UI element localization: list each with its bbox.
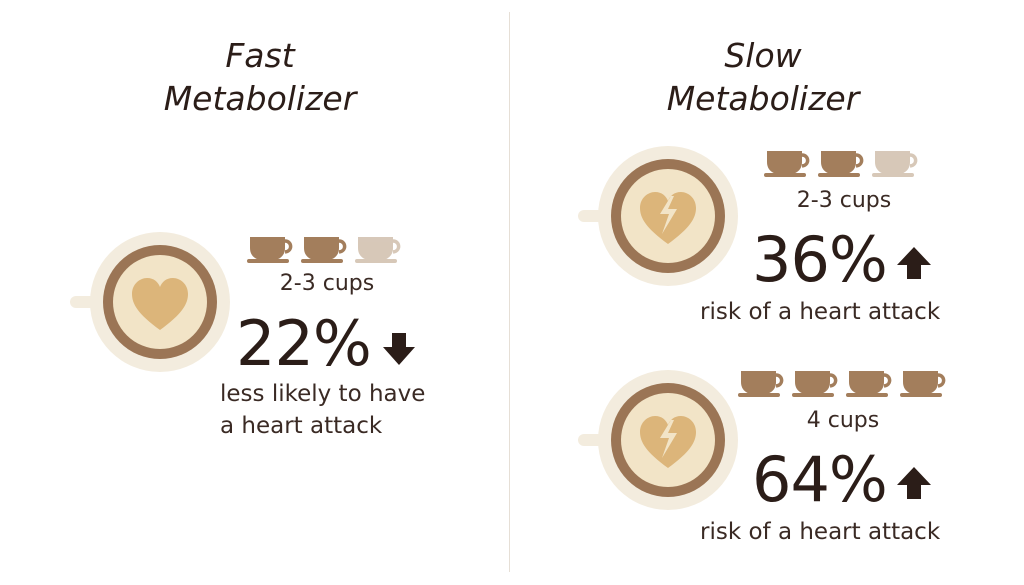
cup-icon-filled [247,237,293,263]
slow-stat-1: 36% [752,229,933,291]
column-divider [509,12,510,572]
fast-percent: 22% [236,307,372,380]
cup-icon-filled [818,151,864,177]
slow-caption-1: risk of a heart attack [700,299,941,325]
up-arrow-icon [895,245,933,281]
slow-stat-2: 64% [752,449,933,511]
cup-icon-filled [301,237,347,263]
slow-cups-label-2: 4 cups [806,408,880,433]
slow-percent-2: 64% [752,443,888,516]
fast-cup-row [247,234,403,264]
cup-icon-empty [872,151,918,177]
fast-caption-line1: less likely to have [220,381,426,407]
fast-title: Fast Metabolizer [130,34,390,120]
cup-icon-filled [846,371,892,397]
slow-coffee-cup-illustration [576,146,740,290]
slow-title: Slow Metabolizer [633,34,893,120]
cup-icon-filled [900,371,946,397]
slow-coffee-cup-illustration-2 [576,370,740,514]
cup-icon-filled [738,371,784,397]
cup-icon-filled [764,151,810,177]
fast-title-line1: Fast [225,36,295,75]
slow-percent-1: 36% [752,223,888,296]
down-arrow-icon [381,331,417,367]
slow-title-line2: Metabolizer [666,79,860,118]
broken-heart-icon [640,192,696,244]
broken-heart-icon [640,416,696,468]
fast-cups-label: 2-3 cups [279,271,375,296]
slow-title-line1: Slow [724,36,802,75]
slow-cup-row-1 [764,148,920,178]
fast-caption-line2: a heart attack [220,413,383,439]
slow-caption-2: risk of a heart attack [700,519,941,545]
fast-caption: less likely to have a heart attack [220,378,425,442]
fast-stat: 22% [236,313,417,375]
cup-icon-empty [355,237,401,263]
up-arrow-icon [895,465,933,501]
fast-coffee-cup-illustration [68,232,232,376]
heart-icon [132,278,188,330]
fast-title-line2: Metabolizer [163,79,357,118]
cup-icon-filled [792,371,838,397]
slow-cup-row-2 [738,368,948,398]
slow-cups-label-1: 2-3 cups [796,188,892,213]
